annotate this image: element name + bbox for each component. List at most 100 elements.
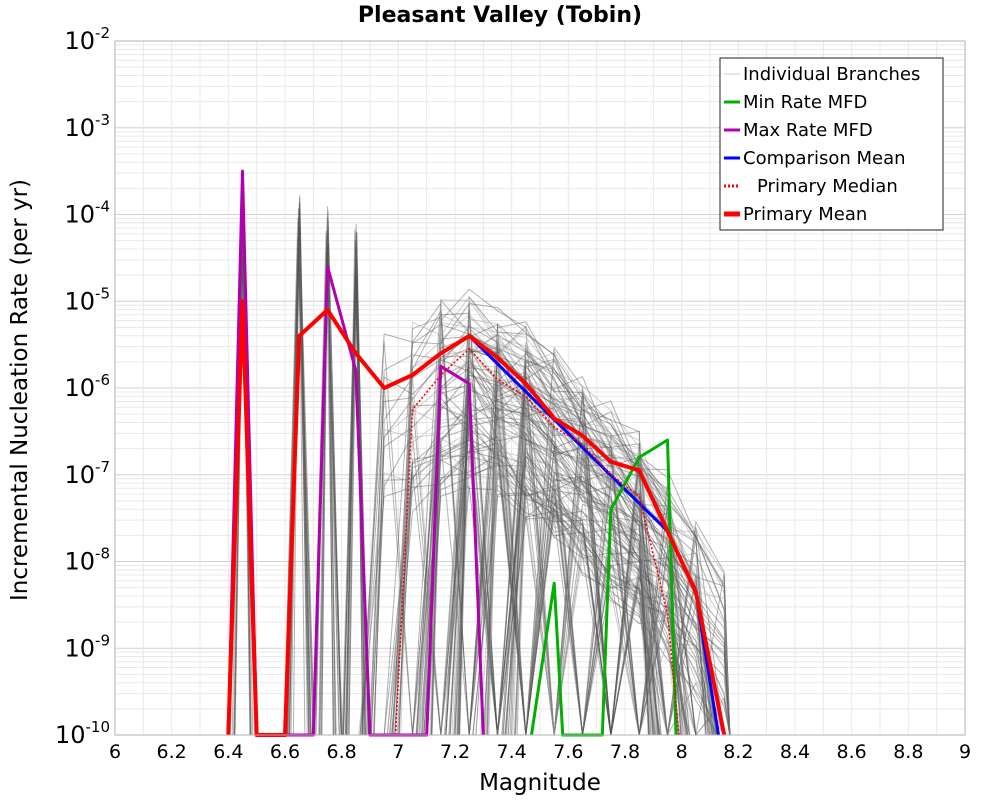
branch-line: [454, 383, 683, 736]
branch-line: [389, 315, 686, 736]
branch-line: [387, 438, 650, 736]
x-tick-labels: 6 6.2 6.4 6.6 6.8 7 7.2 7.4 7.6 7.8 8 8.2 8.4 8.6 8.8 9: [109, 741, 971, 763]
branch-line: [345, 229, 366, 736]
branch-line: [512, 373, 707, 736]
branch-line: [283, 218, 315, 736]
y-tick-label: 10-5: [64, 284, 110, 315]
branch-line: [418, 362, 679, 736]
branch-line: [445, 374, 713, 736]
branch-line: [370, 301, 731, 736]
branch-line: [361, 397, 731, 736]
branch-line: [480, 423, 688, 736]
branch-line: [475, 403, 731, 736]
branch-line: [486, 322, 731, 736]
branch-line: [449, 388, 654, 736]
branch-line: [392, 333, 731, 736]
branch-line: [454, 435, 731, 737]
branch-line: [446, 472, 681, 736]
branch-line: [321, 210, 334, 736]
branch-line: [425, 427, 661, 736]
branch-line: [444, 334, 731, 736]
branch-line: [506, 350, 731, 736]
x-tick-label: 8.8: [893, 741, 923, 763]
x-tick-label: 7.4: [497, 741, 527, 763]
branch-line: [445, 407, 654, 736]
branch-line: [358, 432, 656, 736]
branch-line: [416, 403, 654, 736]
branch-line: [459, 295, 662, 736]
branch-line: [475, 482, 731, 736]
branch-line: [416, 330, 707, 736]
branch-line: [453, 364, 679, 736]
branch-line: [488, 426, 689, 736]
branch-line: [514, 404, 731, 736]
plot-frame: [114, 40, 966, 736]
branch-line: [348, 260, 364, 736]
branch-line: [472, 492, 718, 737]
branch-line: [426, 299, 689, 736]
branch-line: [391, 388, 688, 736]
branch-line: [431, 401, 687, 736]
x-tick-label: 6.6: [270, 741, 300, 763]
x-tick-label: 8.2: [723, 741, 753, 763]
branch-line: [485, 423, 655, 736]
branch-line: [417, 360, 654, 736]
branch-line: [398, 316, 731, 736]
branch-line: [515, 497, 685, 736]
branch-line: [448, 384, 712, 736]
branch-line: [430, 406, 650, 736]
branch-line: [458, 363, 713, 736]
legend-box: [719, 57, 944, 231]
branch-line: [321, 206, 334, 736]
x-tick-label: 6.2: [157, 741, 187, 763]
chart-title: Pleasant Valley (Tobin): [358, 3, 642, 28]
branch-line: [369, 416, 719, 736]
branch-line: [421, 314, 678, 736]
branch-line: [427, 432, 691, 736]
branch-line: [423, 456, 656, 736]
branch-line: [395, 295, 691, 736]
branch-line: [345, 240, 366, 736]
branch-line: [392, 323, 730, 736]
branch-line: [348, 231, 364, 736]
branch-line: [501, 341, 652, 736]
grid: [114, 41, 966, 736]
y-tick-label: 10-7: [64, 458, 110, 489]
branch-line: [480, 343, 709, 736]
legend: Individual Branches Min Rate MFD Max Rate …: [719, 57, 944, 231]
branch-line: [447, 407, 731, 736]
x-tick-label: 7: [392, 741, 404, 763]
x-tick-label: 6.4: [213, 741, 243, 763]
legend-label: Individual Branches: [743, 64, 920, 85]
branch-line: [370, 397, 657, 736]
branch-line: [386, 411, 731, 736]
branch-line: [420, 437, 661, 736]
branch-line: [391, 450, 730, 736]
branch-line: [447, 443, 731, 736]
x-tick-label: 7.8: [610, 741, 640, 763]
branch-line: [458, 323, 711, 736]
x-tick-label: 7.6: [553, 741, 583, 763]
y-tick-label: 10-4: [64, 198, 110, 229]
branch-line: [445, 303, 659, 736]
branch-line: [359, 442, 714, 736]
legend-label: Primary Median: [757, 176, 898, 197]
branch-line: [318, 219, 337, 736]
y-axis-label: Incremental Nucleation Rate (per yr): [7, 179, 33, 601]
branch-line: [458, 310, 650, 736]
branch-line: [507, 382, 680, 736]
x-tick-label: 8.6: [837, 741, 867, 763]
branch-line: [361, 298, 649, 736]
branch-line: [484, 385, 682, 736]
branch-line: [420, 355, 650, 736]
branch-line: [516, 429, 650, 736]
series-primary-median: [394, 348, 680, 736]
branch-line: [505, 488, 661, 736]
branch-line: [392, 413, 717, 736]
x-axis-label: Magnitude: [479, 770, 601, 796]
y-tick-label: 10-8: [64, 545, 110, 576]
series-min-rate-mfd: [530, 438, 678, 737]
legend-label: Max Rate MFD: [743, 120, 873, 141]
y-tick-label: 10-9: [64, 631, 110, 662]
